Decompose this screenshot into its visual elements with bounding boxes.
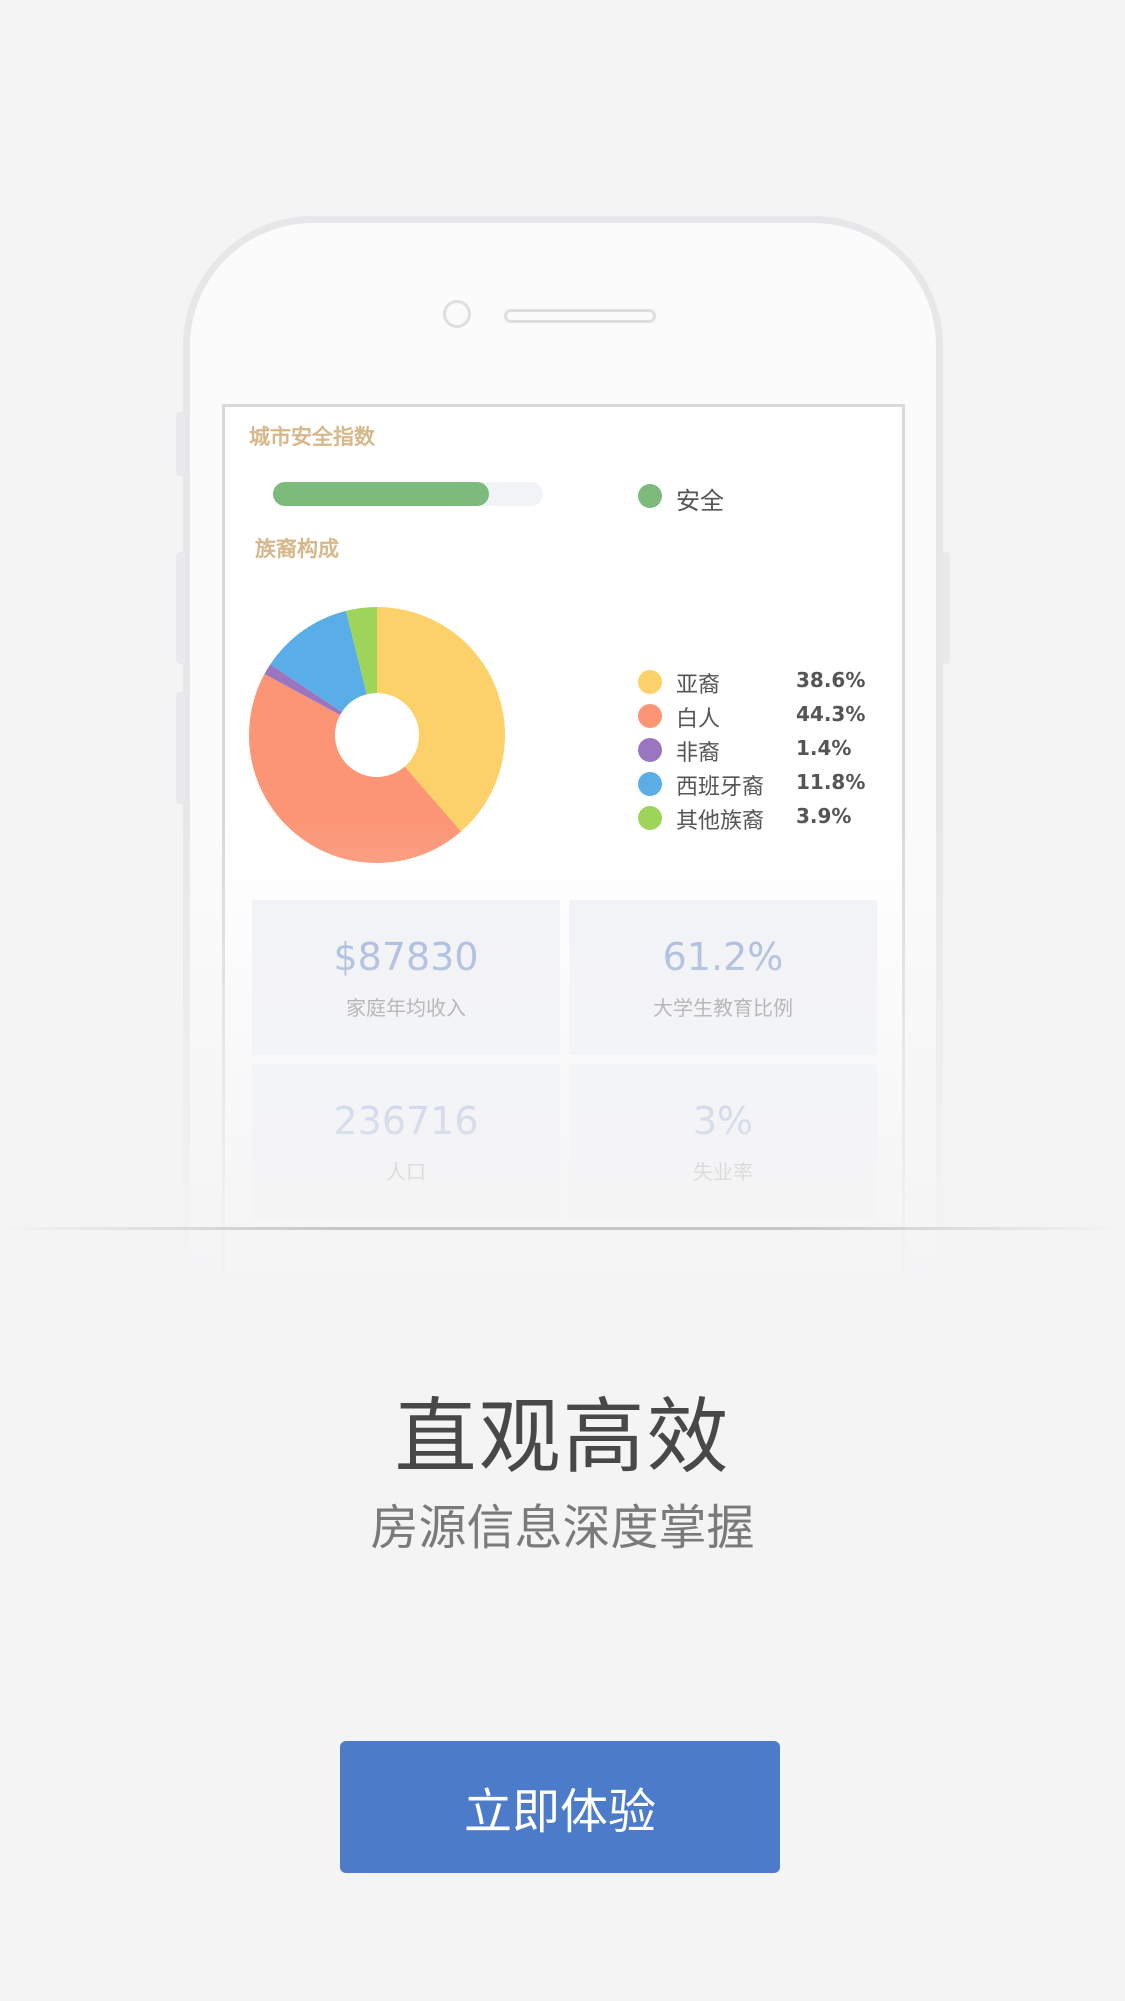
donut-slice (249, 674, 462, 863)
legend-value: 44.3% (796, 702, 866, 726)
stat-label: 失业率 (693, 1160, 753, 1184)
safety-index-fill (273, 482, 489, 506)
stat-value: 3% (692, 1099, 754, 1143)
donut-slice (264, 664, 342, 715)
legend-value: 38.6% (796, 668, 866, 692)
safety-status-dot (638, 484, 662, 508)
safety-index-title: 城市安全指数 (249, 425, 375, 449)
legend-name: 白人 (676, 707, 721, 732)
phone-screen: 城市安全指数 安全 族裔构成 亚裔 38.6% 白人 44.3% 非裔 1.4%… (222, 404, 905, 1274)
phone-side-button (176, 692, 185, 804)
headline: 直观高效 (394, 1390, 731, 1485)
stat-label: 人口 (386, 1160, 426, 1184)
legend-value: 1.4% (796, 736, 852, 760)
try-now-button[interactable]: 立即体验 (340, 1741, 780, 1873)
legend-dot-icon (638, 772, 662, 796)
donut-slice (345, 607, 377, 695)
donut-slice (270, 610, 367, 712)
ethnic-donut-chart (249, 607, 505, 863)
legend-dot-icon (638, 738, 662, 762)
stat-card-unemployment: 3% 失业率 (569, 1064, 877, 1219)
legend-item: 非裔 1.4% (638, 733, 878, 767)
legend-dot-icon (638, 704, 662, 728)
stat-label: 家庭年均收入 (346, 996, 466, 1020)
legend-name: 其他族裔 (676, 809, 765, 834)
stat-card-education: 61.2% 大学生教育比例 (569, 900, 877, 1055)
horizon-divider (0, 1227, 1125, 1230)
safety-status-text: 安全 (676, 487, 724, 515)
legend-item: 其他族裔 3.9% (638, 801, 878, 835)
phone-speaker (504, 309, 656, 323)
ethnic-composition-title: 族裔构成 (255, 537, 339, 561)
legend-dot-icon (638, 806, 662, 830)
legend-item: 西班牙裔 11.8% (638, 767, 878, 801)
legend-item: 白人 44.3% (638, 699, 878, 733)
donut-slice (377, 607, 505, 832)
phone-camera (443, 300, 471, 328)
legend-item: 亚裔 38.6% (638, 665, 878, 699)
stat-label: 大学生教育比例 (653, 996, 793, 1020)
phone-side-button (176, 552, 185, 664)
stat-card-population: 236716 人口 (252, 1064, 560, 1219)
safety-index-bar (273, 482, 543, 506)
legend-name: 西班牙裔 (676, 775, 765, 800)
legend-dot-icon (638, 670, 662, 694)
legend-name: 亚裔 (676, 673, 721, 698)
stat-value: $87830 (333, 935, 479, 979)
legend-value: 3.9% (796, 804, 852, 828)
phone-side-button (941, 552, 950, 664)
stat-value: 61.2% (662, 935, 784, 979)
subline: 房源信息深度掌握 (370, 1500, 755, 1556)
legend-name: 非裔 (676, 741, 721, 766)
phone-side-button (176, 412, 185, 476)
ethnic-legend: 亚裔 38.6% 白人 44.3% 非裔 1.4% 西班牙裔 11.8% 其他族… (638, 665, 878, 835)
stat-value: 236716 (333, 1099, 479, 1143)
legend-value: 11.8% (796, 770, 866, 794)
stat-card-income: $87830 家庭年均收入 (252, 900, 560, 1055)
